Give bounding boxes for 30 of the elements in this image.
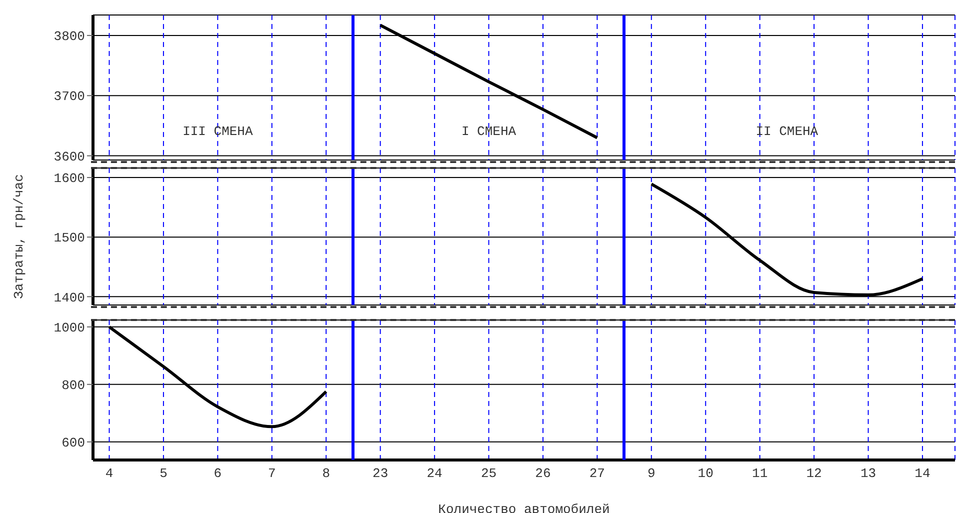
- x-tick-label: 4: [105, 466, 114, 482]
- x-tick-label: 23: [372, 466, 388, 482]
- y-tick-label: 1500: [54, 230, 85, 246]
- x-tick-label: 10: [698, 466, 714, 482]
- y-tick-label: 1400: [54, 290, 85, 306]
- x-tick-label: 25: [480, 466, 497, 482]
- x-tick-label: 5: [160, 466, 168, 482]
- annotation: III СМЕНА: [182, 124, 254, 139]
- y-tick-label: 3600: [54, 149, 85, 164]
- y-tick-label: 1000: [54, 320, 85, 336]
- y-tick-label: 600: [62, 436, 85, 451]
- x-tick-label: 11: [752, 466, 768, 482]
- x-tick-label: 6: [214, 466, 222, 482]
- y-tick-label: 800: [62, 378, 85, 394]
- x-tick-label: 7: [268, 466, 276, 482]
- x-axis-title: Количество автомобилей: [438, 502, 610, 513]
- x-tick-label: 26: [535, 466, 551, 482]
- x-tick-label: 24: [426, 466, 443, 482]
- annotation: I СМЕНА: [460, 124, 518, 139]
- x-tick-label: 13: [860, 466, 876, 482]
- x-tick-label: 9: [647, 466, 656, 482]
- y-tick-label: 1600: [54, 171, 85, 186]
- x-tick-label: 14: [914, 466, 930, 482]
- x-tick-label: 12: [806, 466, 822, 482]
- y-tick-label: 3800: [54, 29, 85, 44]
- y-tick-label: 3700: [54, 89, 85, 104]
- annotation: II СМЕНА: [754, 124, 820, 139]
- x-tick-label: 27: [589, 466, 605, 482]
- x-tick-label: 8: [322, 466, 330, 482]
- y-axis-title: Затраты, грн/час: [12, 174, 27, 299]
